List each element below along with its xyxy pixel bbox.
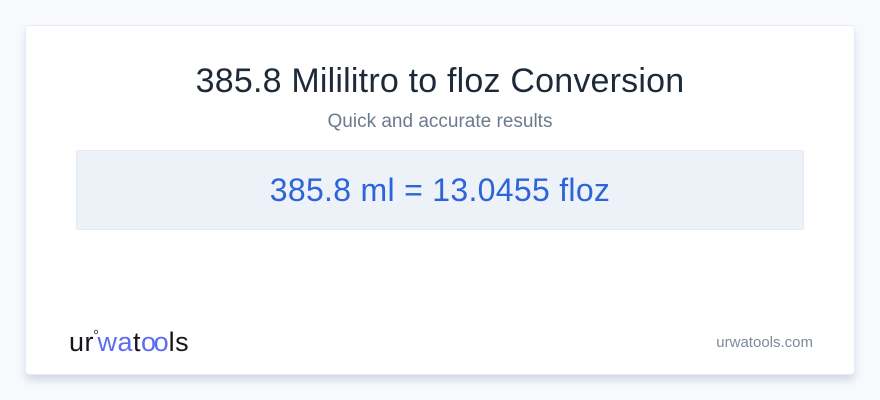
conversion-card: 385.8 Mililitro to floz Conversion Quick… [25,25,855,375]
logo-part-t: t [133,327,142,357]
logo-part-ur: ur [69,327,95,357]
page-title: 385.8 Mililitro to floz Conversion [195,62,685,100]
logo-part-wa: wa [97,327,134,357]
conversion-result-text: 385.8 ml = 13.0455 floz [269,171,611,208]
card-spacer [26,230,854,327]
logo-part-ls: ls [168,327,190,357]
page-subtitle: Quick and accurate results [327,111,553,132]
logo-glasses-oo-icon: oo [141,327,169,357]
site-domain-text: urwatools.com [716,334,813,351]
conversion-result-box: 385.8 ml = 13.0455 floz [76,150,804,230]
card-footer: ur°watools urwatools.com [26,327,854,374]
logo-degree-mark: ° [93,327,100,344]
urwatools-logo[interactable]: ur°watools [69,327,189,358]
